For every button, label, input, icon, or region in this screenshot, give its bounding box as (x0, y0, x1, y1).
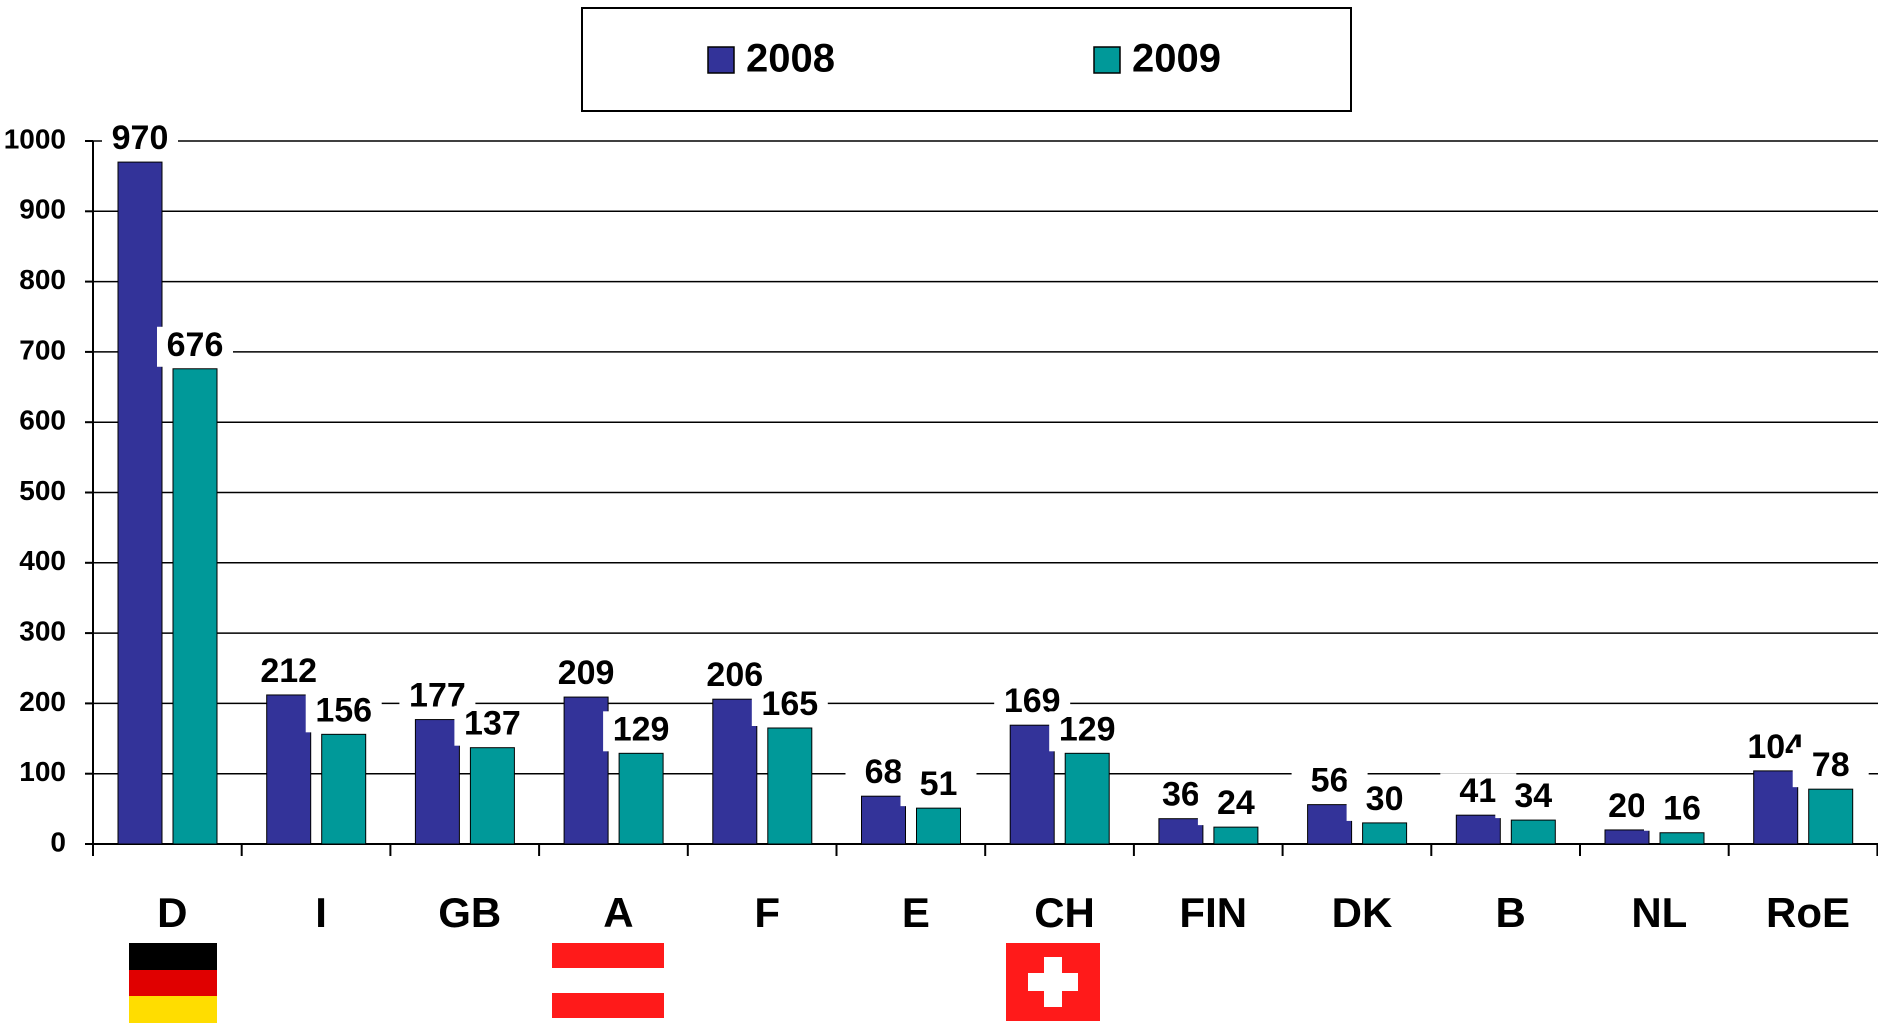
data-label: 129 (1059, 710, 1116, 748)
bar (916, 807, 961, 845)
data-label-bg (157, 326, 233, 367)
data-label-bg (250, 652, 327, 693)
data-label-bg (548, 655, 625, 696)
bar (1510, 819, 1556, 845)
bar (618, 752, 664, 845)
x-tick-label: FIN (1179, 889, 1247, 936)
x-tick-label: GB (438, 889, 501, 936)
bar (172, 368, 218, 845)
data-label-bg (751, 686, 828, 727)
x-tick-label: D (157, 889, 187, 936)
data-label-bg (1792, 747, 1869, 788)
bar (321, 733, 367, 845)
bar (266, 694, 312, 845)
data-label: 24 (1217, 784, 1255, 822)
data-label: 20 (1608, 787, 1646, 825)
y-tick-label: 600 (19, 405, 66, 436)
bar (563, 696, 609, 845)
data-label: 137 (464, 705, 521, 743)
x-tick-label: E (902, 889, 930, 936)
x-tick-label: NL (1631, 889, 1687, 936)
x-tick-label: A (603, 889, 633, 936)
x-tick-label: I (315, 889, 327, 936)
flag-germany (129, 943, 217, 1023)
bar (1064, 752, 1110, 845)
bar (1213, 826, 1259, 845)
data-label-bg (305, 692, 382, 733)
legend-label: 2008 (746, 37, 835, 81)
data-label: 78 (1812, 746, 1850, 784)
bar (1455, 814, 1501, 845)
bar (1307, 804, 1353, 845)
data-label: 209 (558, 654, 615, 692)
data-label: 51 (920, 765, 958, 803)
bar (861, 795, 906, 845)
y-tick-label: 400 (19, 545, 66, 576)
data-label: 129 (613, 710, 670, 748)
bar (414, 719, 460, 845)
bar (1604, 829, 1650, 845)
data-label-bg (1644, 790, 1720, 831)
bar (117, 161, 163, 845)
data-label-bg (1346, 780, 1423, 821)
data-label-bg (454, 705, 531, 746)
y-tick-label: 800 (19, 264, 66, 295)
data-label-bg (603, 711, 680, 752)
bar (1009, 724, 1055, 845)
y-tick-label: 500 (19, 475, 66, 506)
data-label: 68 (865, 753, 903, 791)
data-label: 156 (315, 691, 372, 729)
data-label-bg (1197, 785, 1274, 826)
y-tick-label: 300 (19, 615, 66, 646)
y-tick-label: 1000 (4, 123, 66, 154)
bar (1659, 832, 1705, 845)
legend-box (581, 7, 1352, 112)
x-tick-label: DK (1332, 889, 1393, 936)
flag-austria (552, 943, 664, 1018)
data-label-bg (102, 120, 178, 161)
bar (1362, 822, 1408, 845)
data-label: 676 (167, 326, 224, 364)
y-tick-label: 900 (19, 194, 66, 225)
bar (469, 747, 515, 845)
bar (1808, 788, 1854, 845)
data-label-bg (1049, 711, 1126, 752)
legend-label: 2009 (1132, 37, 1221, 81)
x-tick-label: B (1495, 889, 1525, 936)
bar (712, 698, 758, 845)
data-label: 970 (112, 119, 169, 157)
y-tick-label: 0 (50, 826, 66, 857)
x-tick-label: F (754, 889, 780, 936)
y-tick-label: 100 (19, 756, 66, 787)
y-tick-label: 700 (19, 334, 66, 365)
data-label: 212 (260, 652, 317, 690)
data-label: 56 (1311, 762, 1349, 800)
data-label: 41 (1459, 772, 1497, 810)
bar (767, 727, 813, 845)
bar (1158, 818, 1204, 845)
data-label-bg (1495, 778, 1572, 819)
bar (1753, 770, 1799, 845)
x-tick-label: CH (1034, 889, 1095, 936)
data-label: 34 (1514, 777, 1552, 815)
flag-switzerland (1006, 943, 1100, 1021)
x-tick-label: RoE (1766, 889, 1850, 936)
legend-swatch (1093, 46, 1121, 74)
data-label: 165 (761, 685, 818, 723)
data-label: 30 (1366, 780, 1404, 818)
data-label-bg (900, 766, 977, 807)
y-tick-label: 200 (19, 686, 66, 717)
data-label: 16 (1663, 790, 1701, 828)
legend-swatch (707, 46, 735, 74)
data-label: 36 (1162, 776, 1200, 814)
